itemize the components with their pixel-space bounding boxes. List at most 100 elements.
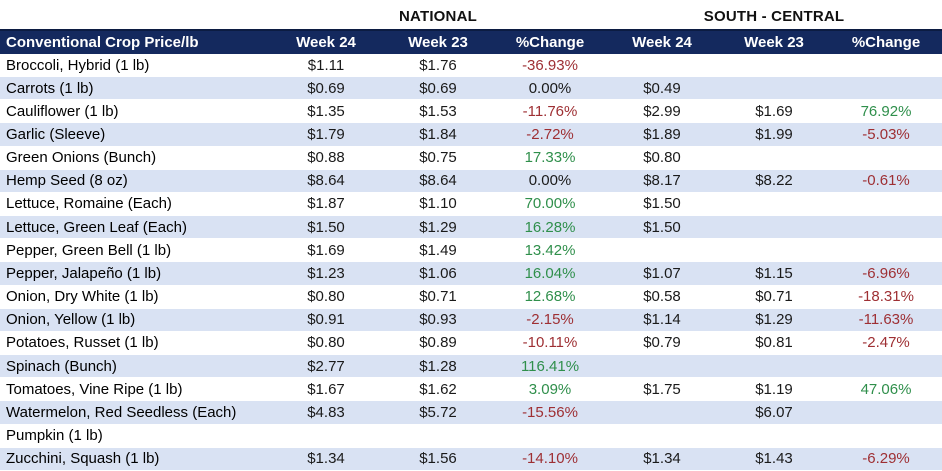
crop-name-cell: Broccoli, Hybrid (1 lb) (6, 56, 150, 74)
crop-name-cell: Carrots (1 lb) (6, 79, 94, 97)
sc-pctchange-cell (830, 401, 942, 424)
sc-week24-cell: $8.17 (643, 172, 681, 190)
sc-week24-cell (606, 54, 718, 77)
crop-name-cell: Watermelon, Red Seedless (Each) (6, 404, 237, 421)
crop-name-cell: Onion, Dry White (1 lb) (6, 288, 159, 306)
sc-pctchange-cell (830, 216, 942, 239)
table-row: Garlic (Sleeve) $1.79 $1.84 -2.72% $1.89 $1.9… (0, 122, 942, 147)
national-pctchange-cell (494, 424, 606, 447)
national-week23-cell: $1.28 (419, 357, 457, 375)
group-header-south-central: SOUTH - CENTRAL (703, 8, 845, 25)
crop-name-cell: Tomatoes, Vine Ripe (1 lb) (6, 380, 183, 398)
sc-week23-cell (718, 54, 830, 77)
national-pctchange-cell: 16.28% (524, 218, 576, 236)
sc-week24-cell: $1.34 (643, 450, 681, 468)
crop-name-cell: Green Onions (Bunch) (6, 149, 157, 167)
sc-pctchange-cell (830, 355, 942, 378)
national-week24-cell: $1.23 (307, 264, 345, 282)
national-pctchange-cell: -10.11% (522, 334, 578, 352)
sc-pctchange-cell: -11.63% (858, 311, 914, 329)
national-week24-cell: $0.80 (307, 288, 345, 306)
crop-name-cell: Pepper, Green Bell (1 lb) (6, 241, 172, 259)
national-week24-cell: $1.34 (307, 450, 345, 468)
national-pctchange-cell: 0.00% (528, 79, 572, 97)
sc-week24-cell: $0.58 (643, 288, 681, 306)
national-pctchange-cell: 16.04% (524, 264, 576, 282)
national-pctchange-cell: -2.72% (526, 125, 574, 143)
national-week24-cell: $0.80 (307, 334, 345, 352)
sc-pctchange-cell (830, 424, 942, 447)
national-week24-cell: $0.88 (307, 149, 345, 167)
column-header-sc-week23: Week 23 (718, 29, 830, 54)
sc-week23-cell: $0.81 (755, 334, 793, 352)
sc-week24-cell: $1.50 (643, 195, 681, 213)
national-week24-cell: $1.87 (307, 195, 345, 213)
table-row: Lettuce, Green Leaf (Each) $1.50 $1.29 16.2… (0, 215, 942, 239)
table-row: Pumpkin (1 lb) (0, 424, 942, 448)
sc-pctchange-cell (830, 239, 942, 262)
national-week24-cell (270, 424, 382, 447)
table-row: Cauliflower (1 lb) $1.35 $1.53 -11.76% $2.99… (0, 100, 942, 123)
table-row: Tomatoes, Vine Ripe (1 lb) $1.67 $1.62 3.09… (0, 378, 942, 401)
sc-pctchange-cell: -18.31% (858, 288, 914, 306)
sc-week23-cell: $6.07 (755, 404, 793, 421)
crop-name-cell: Hemp Seed (8 oz) (6, 172, 128, 190)
national-pctchange-cell: 17.33% (524, 149, 576, 167)
national-week23-cell: $1.49 (419, 241, 457, 259)
national-week23-cell: $1.10 (419, 195, 457, 213)
table-row: Carrots (1 lb) $0.69 $0.69 0.00% $0.49 (0, 76, 942, 100)
sc-week23-cell (718, 239, 830, 262)
sc-week23-cell: $1.99 (755, 125, 793, 143)
national-pctchange-cell: 0.00% (528, 172, 572, 190)
national-week24-cell: $2.77 (307, 357, 345, 375)
crop-name-cell: Zucchini, Squash (1 lb) (6, 450, 160, 468)
sc-week23-cell (718, 77, 830, 100)
national-week23-cell: $1.29 (419, 218, 457, 236)
sc-week24-cell: $0.79 (643, 334, 681, 352)
sc-week24-cell: $0.80 (643, 149, 681, 167)
group-header-national: NATIONAL (399, 8, 477, 25)
national-week23-cell: $1.06 (419, 264, 457, 282)
table-row: Onion, Dry White (1 lb) $0.80 $0.71 12.68% $… (0, 285, 942, 309)
national-pctchange-cell: 70.00% (524, 195, 576, 213)
national-week24-cell: $1.67 (307, 380, 345, 398)
national-week24-cell: $1.50 (307, 218, 345, 236)
national-week24-cell: $1.79 (307, 125, 345, 143)
national-week23-cell: $0.93 (419, 311, 457, 329)
table-row: Zucchini, Squash (1 lb) $1.34 $1.56 -14.10%… (0, 447, 942, 471)
sc-week23-cell (718, 146, 830, 169)
national-week23-cell: $0.69 (419, 79, 457, 97)
national-week23-cell: $1.84 (419, 125, 457, 143)
sc-week23-cell (718, 424, 830, 447)
sc-week24-cell (606, 401, 718, 424)
sc-pctchange-cell: 76.92% (860, 102, 912, 120)
national-week24-cell: $1.11 (307, 56, 345, 74)
national-pctchange-cell: -15.56% (522, 404, 578, 421)
sc-week23-cell: $1.19 (755, 380, 793, 398)
crop-name-cell: Garlic (Sleeve) (6, 125, 106, 143)
national-week24-cell: $4.83 (307, 404, 345, 421)
national-pctchange-cell: 116.41% (520, 357, 580, 375)
sc-week23-cell (718, 192, 830, 215)
national-week24-cell: $0.91 (307, 311, 345, 329)
table-row: Hemp Seed (8 oz) $8.64 $8.64 0.00% $8.17 $8.2… (0, 169, 942, 193)
national-pctchange-cell: -11.76% (522, 102, 578, 120)
sc-week23-cell: $1.29 (755, 311, 793, 329)
table-row: Potatoes, Russet (1 lb) $0.80 $0.89 -10.11%… (0, 331, 942, 355)
sc-week24-cell: $1.14 (643, 311, 681, 329)
sc-week23-cell (718, 355, 830, 378)
crop-name-cell: Onion, Yellow (1 lb) (6, 311, 136, 329)
national-week23-cell: $1.76 (419, 56, 457, 74)
column-header-national-week23: Week 23 (382, 29, 494, 54)
national-week23-cell: $0.71 (419, 288, 457, 306)
sc-pctchange-cell (830, 192, 942, 215)
national-week23-cell: $1.56 (419, 450, 457, 468)
national-week23-cell: $0.89 (419, 334, 457, 352)
crop-name-cell: Lettuce, Green Leaf (Each) (6, 218, 187, 236)
sc-pctchange-cell: -0.61% (862, 172, 910, 190)
sc-week23-cell: $1.69 (755, 102, 793, 120)
sc-week24-cell: $1.50 (643, 218, 681, 236)
price-table: Conventional Crop Price/lb Week 24 Week … (0, 29, 942, 471)
sc-week24-cell: $0.49 (643, 79, 681, 97)
sc-week23-cell: $1.15 (755, 264, 793, 282)
